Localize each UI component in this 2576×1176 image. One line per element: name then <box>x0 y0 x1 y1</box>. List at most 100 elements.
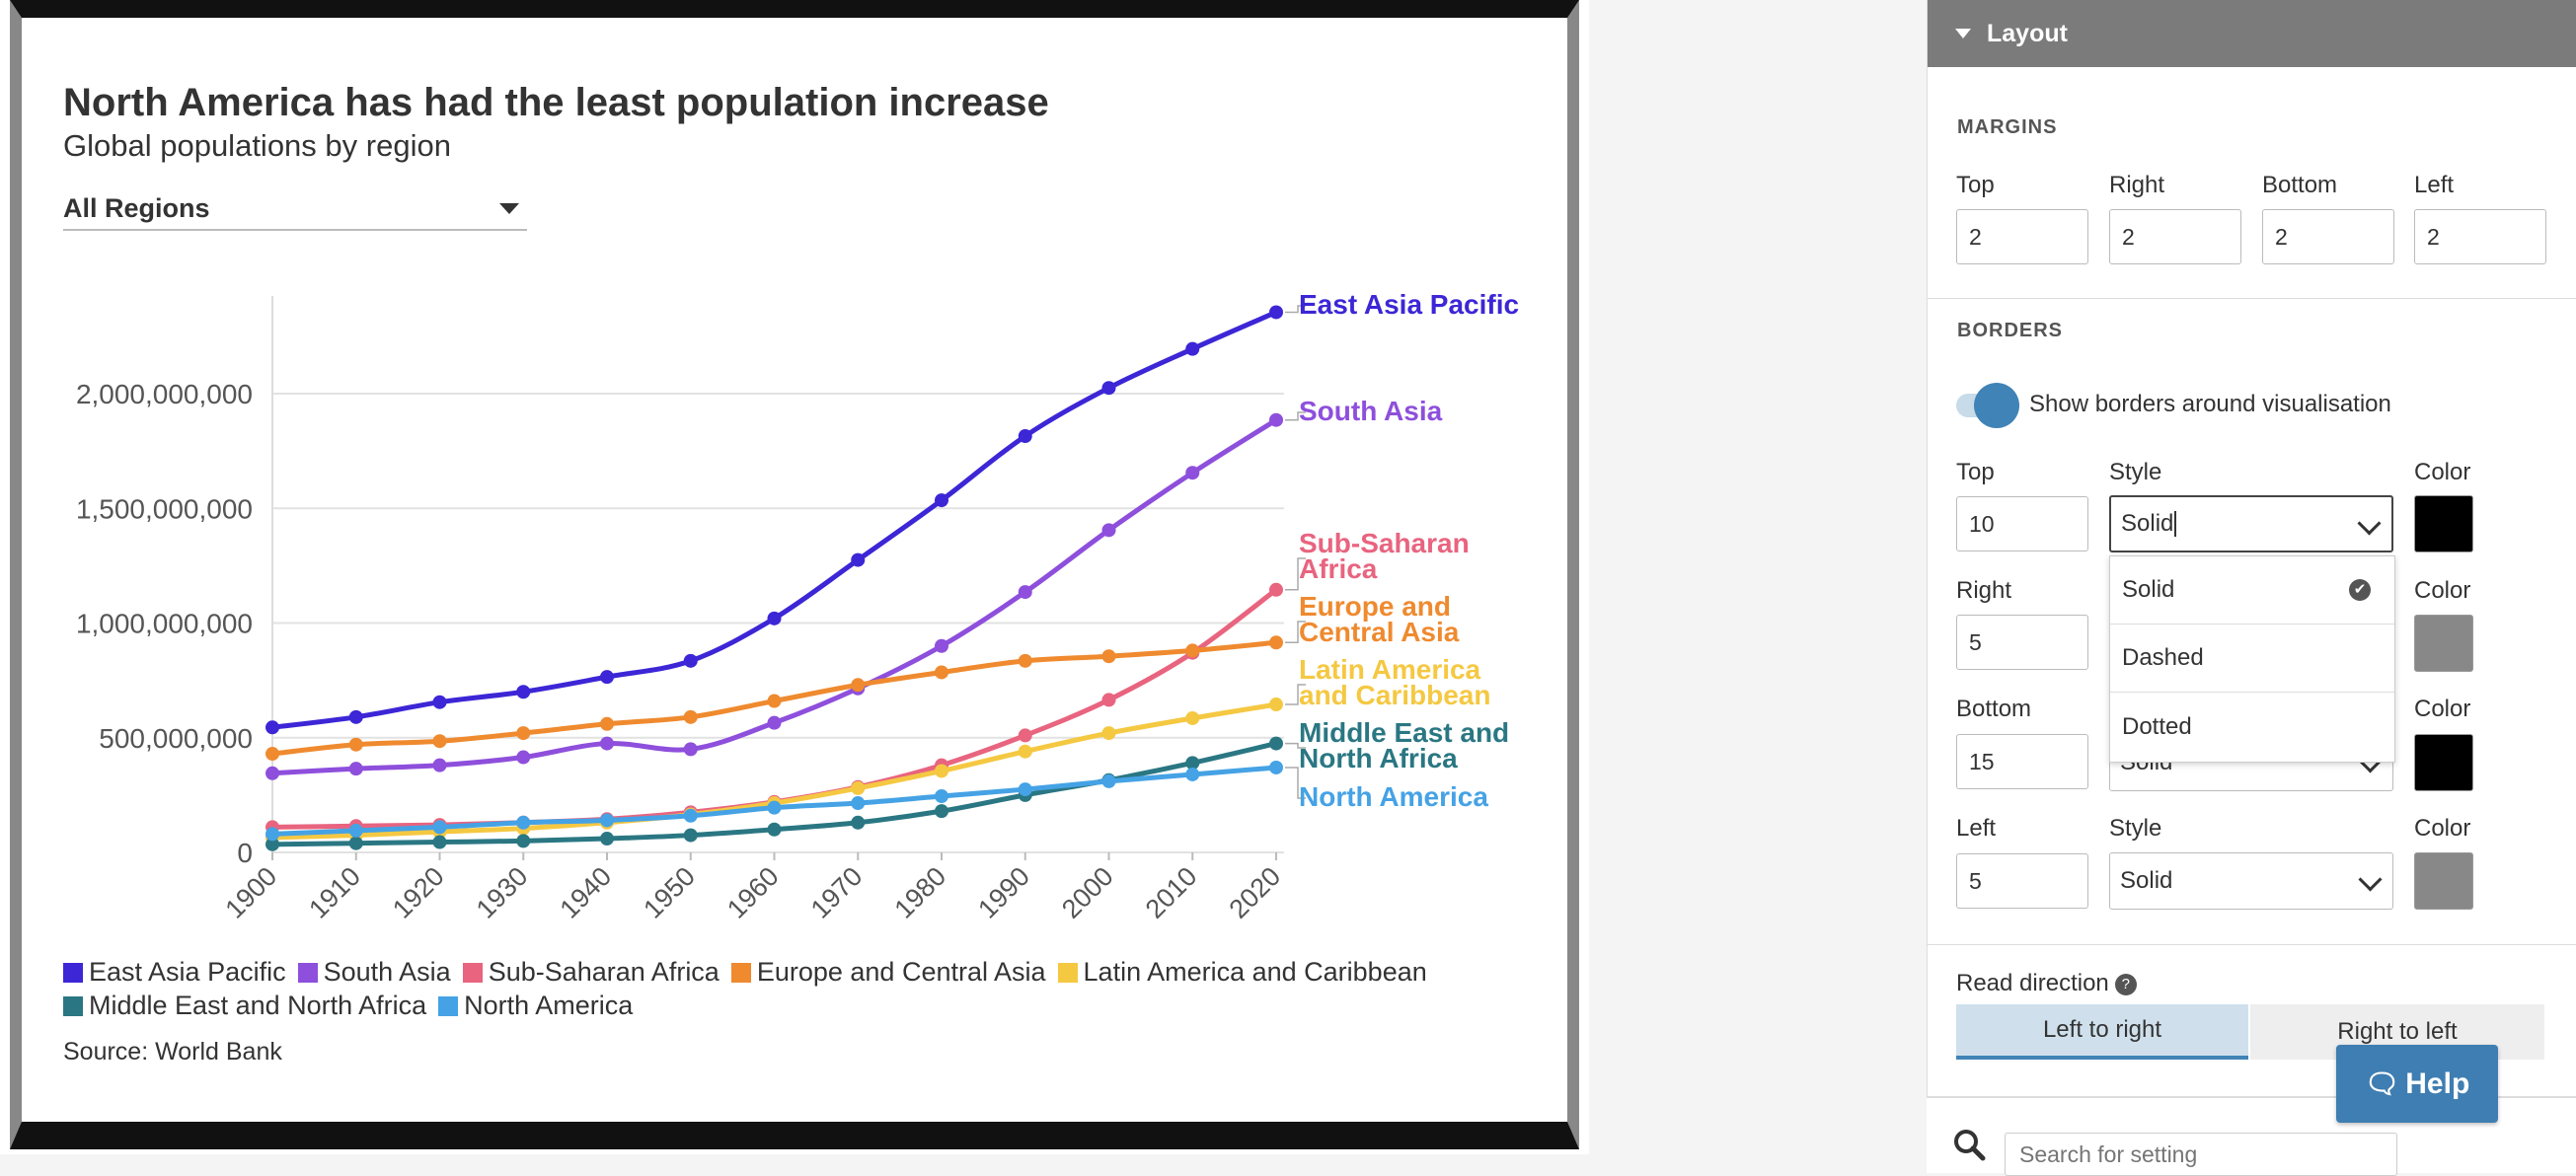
border-left-color-swatch[interactable] <box>2414 852 2473 910</box>
x-tick-label: 2020 <box>1224 861 1287 924</box>
chart-legend: East Asia Pacific South Asia Sub-Saharan A… <box>63 955 1504 1022</box>
border-top-style-select[interactable]: Solid <box>2109 495 2393 552</box>
data-point <box>265 720 279 735</box>
margin-right-input[interactable] <box>2109 209 2241 264</box>
legend-item[interactable]: Middle East and North Africa <box>63 989 426 1022</box>
legend-item[interactable]: South Asia <box>297 955 451 989</box>
data-point <box>432 758 447 772</box>
question-help-icon[interactable]: ? <box>2114 974 2137 995</box>
style-option-label: Dashed <box>2122 644 2204 671</box>
border-left-style-label: Style <box>2109 815 2162 842</box>
x-tick-label: 1950 <box>638 861 701 924</box>
legend-item[interactable]: North America <box>438 989 633 1022</box>
border-bottom-width-input[interactable] <box>1956 734 2088 789</box>
data-point <box>600 670 614 685</box>
data-point <box>683 709 698 724</box>
data-point <box>683 808 698 823</box>
legend-swatch <box>1057 963 1078 983</box>
y-tick-label: 1,500,000,000 <box>76 493 253 524</box>
series-label: North Africa <box>1299 743 1458 773</box>
data-point <box>348 737 363 752</box>
series-label: Central Asia <box>1299 617 1460 647</box>
help-button-label: Help <box>2405 1066 2470 1100</box>
ltr-button[interactable]: Left to right <box>1956 1004 2248 1060</box>
data-point <box>851 552 866 567</box>
legend-swatch <box>462 963 483 983</box>
style-option-dashed[interactable]: Dashed <box>2110 625 2394 693</box>
series-line <box>271 587 1278 830</box>
data-point <box>767 611 782 625</box>
data-point <box>683 828 698 843</box>
border-left-width-input[interactable] <box>1956 853 2088 909</box>
legend-swatch <box>438 996 459 1016</box>
border-right-color-swatch[interactable] <box>2414 615 2473 672</box>
style-option-solid[interactable]: Solid ✔ <box>2110 556 2394 625</box>
line-chart: 0 500,000,000 1,000,000,000 1,500,000,000 2,… <box>76 289 1519 924</box>
border-right-width-input[interactable] <box>1956 615 2088 670</box>
border-left-style-select[interactable]: Solid <box>2109 852 2393 910</box>
border-left-style-value: Solid <box>2120 867 2173 894</box>
border-top-style-value: Solid <box>2121 510 2174 537</box>
chevron-down-icon <box>2358 867 2383 892</box>
data-point <box>851 796 866 811</box>
collapse-triangle-icon <box>1955 29 1971 38</box>
data-point <box>1185 767 1200 781</box>
legend-label: North America <box>464 991 634 1020</box>
data-point <box>516 750 531 765</box>
series-label: Middle East and <box>1299 717 1509 748</box>
data-point <box>265 827 279 842</box>
region-filter-dropdown[interactable]: All Regions <box>63 187 527 231</box>
data-point <box>1185 756 1200 771</box>
border-style-dropdown-menu: Solid ✔ Dashed Dotted <box>2109 555 2395 763</box>
x-tick-label: 1940 <box>555 861 618 924</box>
border-top-width-input[interactable] <box>1956 496 2088 551</box>
margin-left-input[interactable] <box>2414 209 2546 264</box>
legend-item[interactable]: East Asia Pacific <box>63 955 286 989</box>
layout-section-header[interactable]: Layout <box>1928 0 2576 67</box>
margin-bottom-input[interactable] <box>2262 209 2394 264</box>
border-top-color-swatch[interactable] <box>2414 495 2473 552</box>
visualisation-header: North America has had the least populati… <box>63 79 1524 231</box>
check-circle-icon: ✔ <box>2349 579 2371 601</box>
data-point <box>265 747 279 762</box>
border-bottom-label: Bottom <box>1956 696 2032 722</box>
x-tick-label: 1920 <box>387 861 450 924</box>
data-point <box>851 780 866 795</box>
style-option-dotted[interactable]: Dotted <box>2110 693 2394 761</box>
data-point <box>683 742 698 757</box>
data-point <box>1269 412 1283 427</box>
data-point <box>1101 381 1116 396</box>
chart-subtitle: Global populations by region <box>63 128 451 163</box>
data-point <box>1269 736 1283 751</box>
border-bottom-color-swatch[interactable] <box>2414 734 2473 791</box>
data-point <box>1101 649 1116 664</box>
read-direction-text: Read direction <box>1956 970 2109 996</box>
series-label: East Asia Pacific <box>1299 289 1519 320</box>
data-point <box>935 804 948 819</box>
data-point <box>935 493 948 508</box>
data-point <box>935 789 948 804</box>
margin-top-input[interactable] <box>1956 209 2088 264</box>
legend-item[interactable]: Europe and Central Asia <box>730 955 1046 989</box>
data-point <box>1018 728 1032 743</box>
settings-search-input[interactable] <box>2005 1133 2397 1176</box>
series-label: Europe and <box>1299 591 1451 622</box>
data-point <box>935 638 948 653</box>
x-tick-label: 1990 <box>972 861 1035 924</box>
series-label: South Asia <box>1299 396 1443 426</box>
data-point <box>348 823 363 838</box>
data-point <box>1185 466 1200 480</box>
data-point <box>1018 782 1032 797</box>
legend-item[interactable]: Sub-Saharan Africa <box>462 955 720 989</box>
legend-label: Europe and Central Asia <box>756 957 1046 987</box>
label-leader <box>1285 767 1306 799</box>
help-button[interactable]: 🗨 Help <box>2336 1045 2498 1123</box>
label-leader <box>1285 557 1306 591</box>
legend-item[interactable]: Latin America and Caribbean <box>1057 955 1427 989</box>
visualisation-frame: North America has had the least populati… <box>0 0 1589 1154</box>
search-icon <box>1954 1130 1986 1161</box>
data-point <box>767 800 782 815</box>
show-borders-toggle[interactable] <box>1956 383 2025 428</box>
chat-bubble-icon: 🗨 <box>2364 1068 2400 1099</box>
style-option-label: Dotted <box>2122 712 2192 740</box>
